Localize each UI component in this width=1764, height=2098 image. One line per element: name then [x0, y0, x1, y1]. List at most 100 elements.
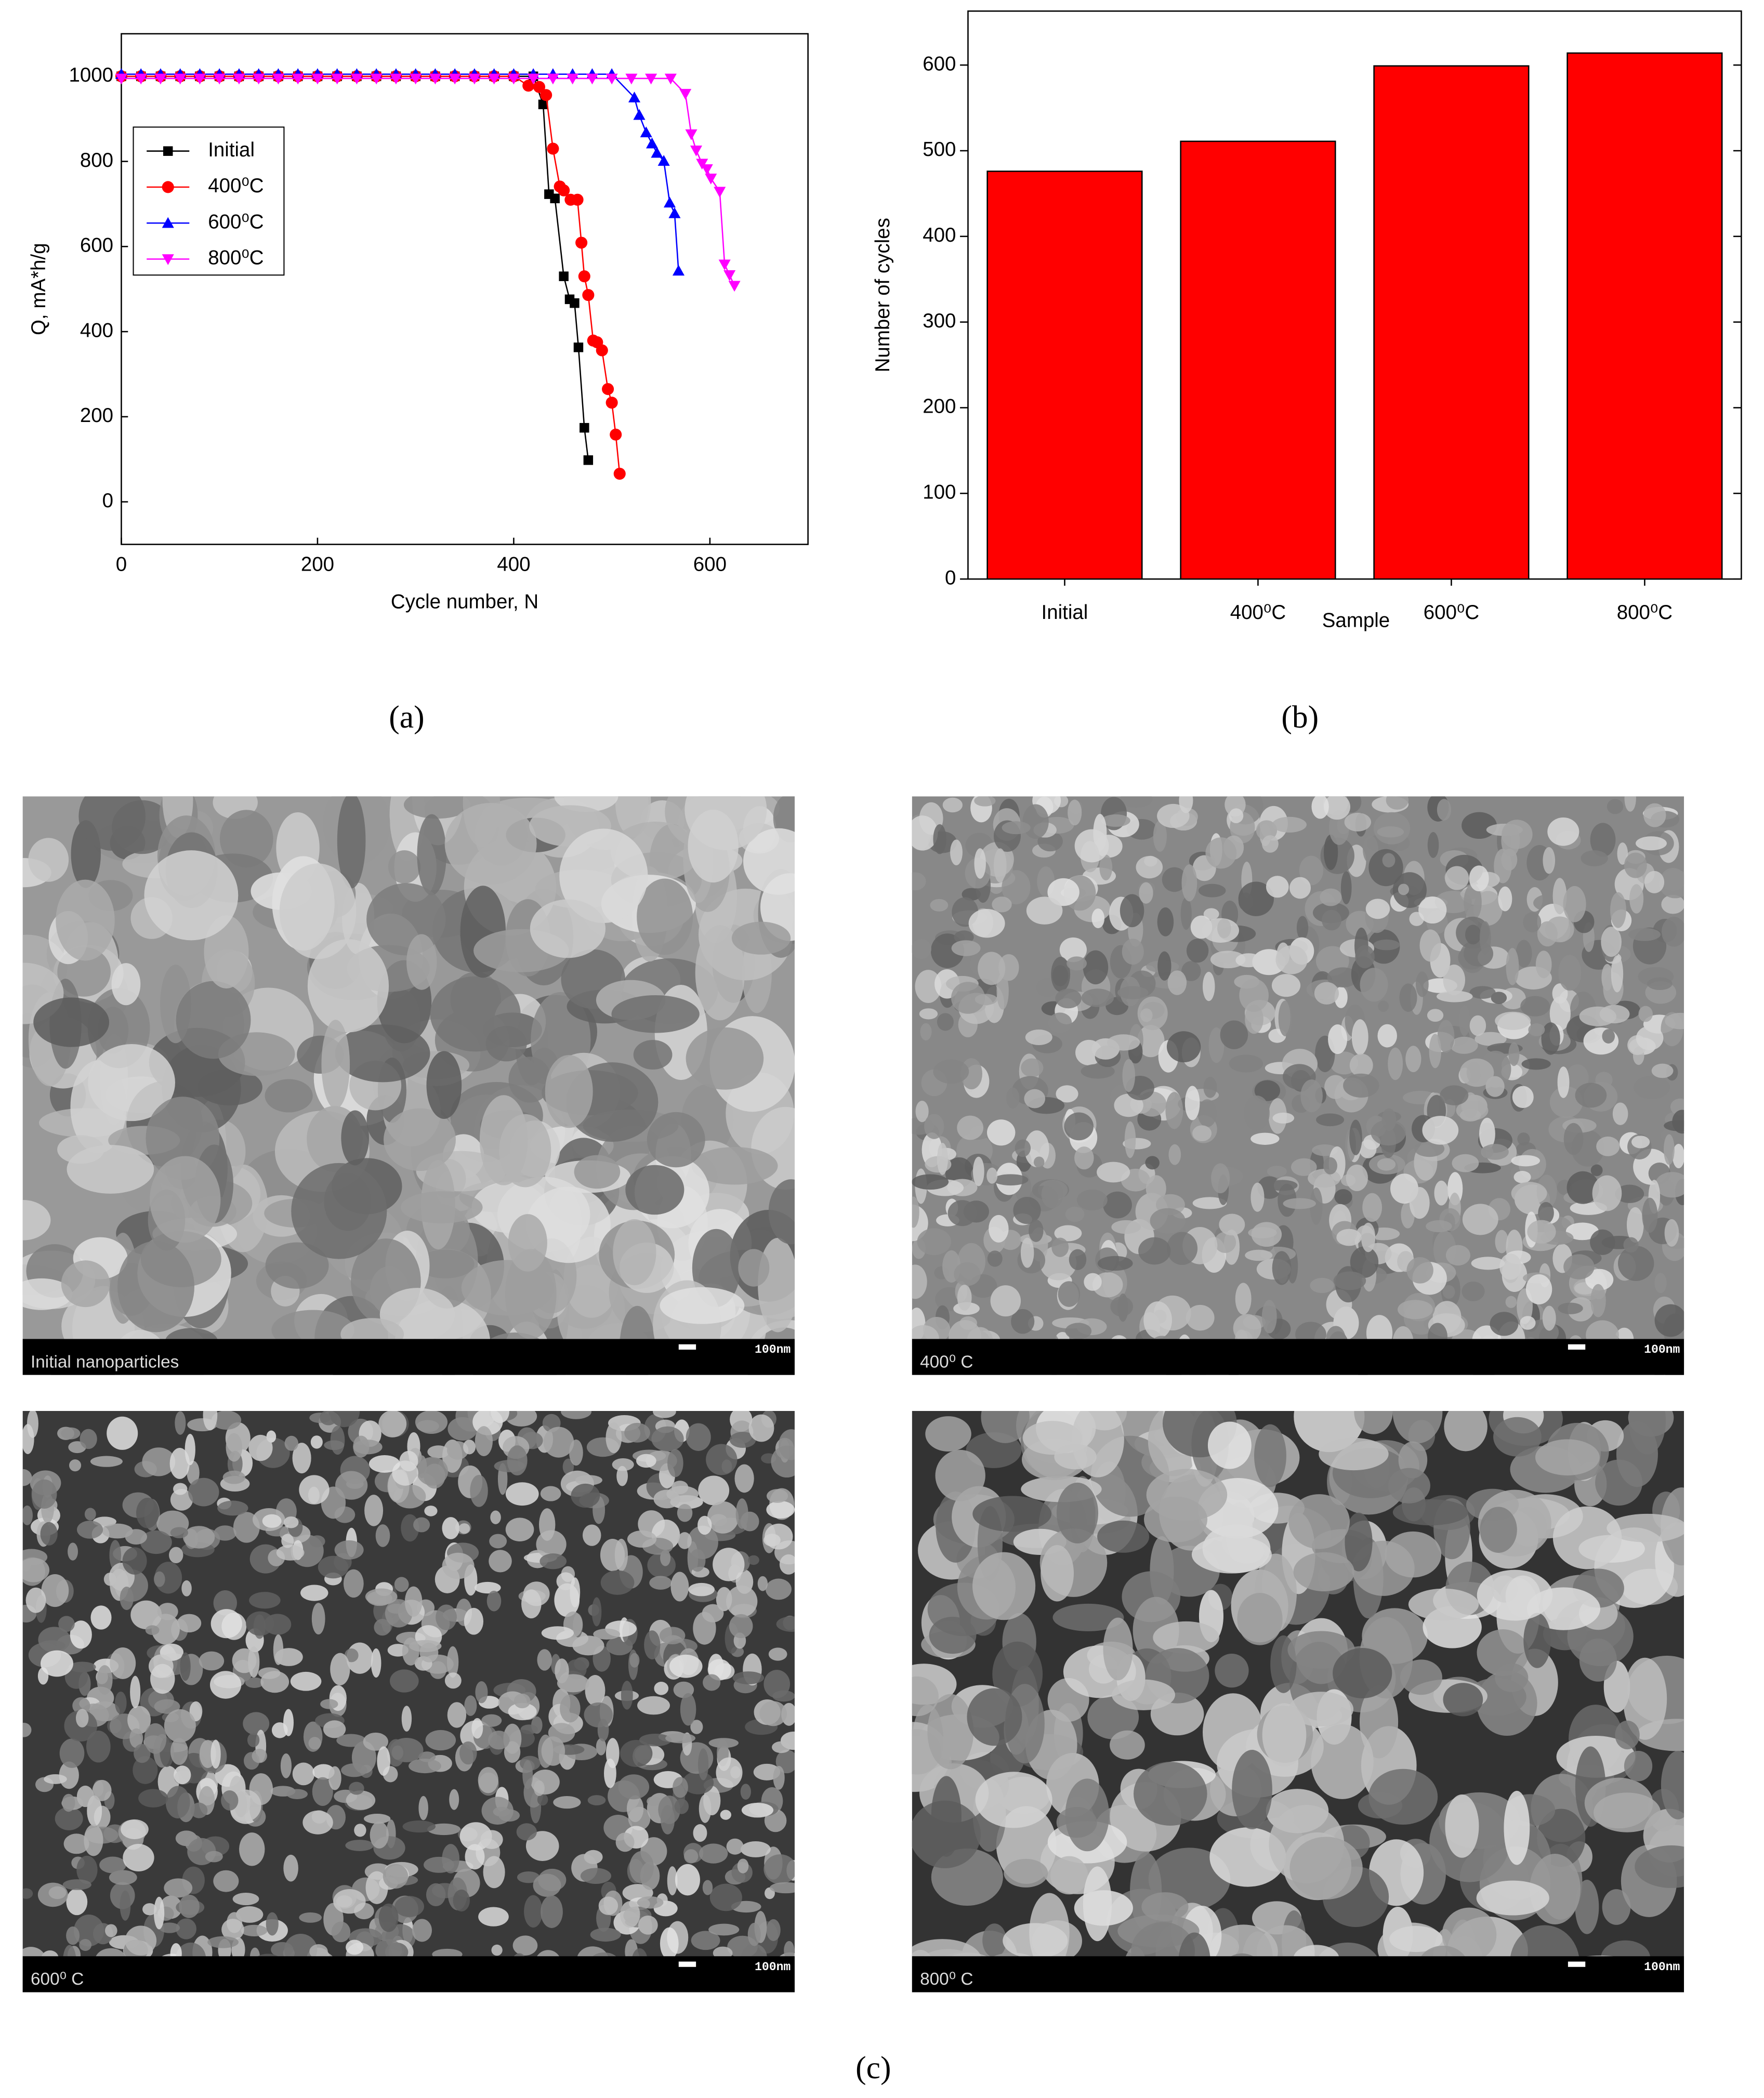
sem-particle: [1041, 1545, 1074, 1602]
sem-particle: [181, 1580, 192, 1596]
x-axis-label: Cycle number, N: [391, 591, 538, 613]
sem-particle: [123, 1844, 154, 1872]
sem-particle: [61, 1427, 81, 1440]
sem-particle: [660, 1927, 679, 1960]
sem-particle: [726, 1838, 744, 1855]
sem-particle: [545, 1054, 593, 1128]
sem-particle: [170, 1738, 188, 1765]
sem-particle: [933, 1059, 969, 1084]
x-tick-label: 800⁰C: [1617, 601, 1673, 624]
sem-particle: [1272, 1112, 1295, 1124]
sem-particle: [1198, 883, 1226, 898]
sem-particle: [311, 1603, 325, 1635]
sem-particle: [170, 1527, 189, 1538]
sem-particle: [1628, 928, 1661, 941]
marker: [292, 73, 304, 85]
sem-particle: [574, 1155, 621, 1189]
sem-particle: [72, 1697, 90, 1714]
sem-particle: [514, 1693, 531, 1709]
marker: [625, 73, 638, 85]
y-tick-label: 800: [80, 149, 113, 171]
sem-particle: [1054, 1444, 1097, 1470]
sem-particle: [1607, 799, 1624, 814]
sem-image: 600⁰ C 100nm: [22, 1411, 795, 1993]
sem-particle: [142, 1903, 157, 1916]
sem-particle: [1443, 1683, 1483, 1717]
sem-particle: [917, 1228, 952, 1256]
sem-particle: [1229, 1054, 1263, 1073]
sem-particle: [629, 1851, 654, 1884]
marker: [723, 270, 736, 281]
sem-particle: [522, 1760, 533, 1789]
sem-particle: [1476, 1880, 1549, 1916]
sem-particle: [1272, 1251, 1292, 1285]
sem-particle: [1661, 868, 1684, 891]
sem-particle: [539, 1508, 556, 1541]
sem-particle: [1029, 1219, 1044, 1242]
sem-particle: [176, 981, 251, 1059]
sem-particle: [1244, 1095, 1270, 1131]
sem-particle: [1271, 974, 1301, 997]
sem-particle: [1592, 1175, 1622, 1211]
sem-particle: [580, 1868, 612, 1884]
y-tick-label: 400: [80, 319, 113, 341]
sem-particle: [1612, 1102, 1628, 1125]
sem-particle: [1436, 991, 1473, 1002]
sem-particle: [626, 1795, 644, 1823]
sem-particle: [1124, 1121, 1136, 1158]
sem-particle: [688, 809, 739, 883]
sem-particle: [1517, 1132, 1530, 1146]
x-axis-label: Sample: [1322, 609, 1390, 631]
sem-particle: [232, 1892, 259, 1906]
sem-particle: [246, 1611, 274, 1636]
y-tick-label: 600: [80, 234, 113, 257]
sem-particle: [447, 1702, 467, 1728]
bar: [1566, 52, 1723, 580]
y-tick-label: 1000: [69, 64, 113, 86]
caption: (a): [389, 700, 424, 735]
sem-particle: [55, 1807, 83, 1830]
sem-particle: [80, 1429, 97, 1449]
sem-particle: [1111, 1220, 1141, 1234]
sem-particle: [561, 1411, 591, 1419]
sem-particle: [1462, 812, 1497, 839]
sem-particle: [1623, 1657, 1667, 1740]
sem-particle: [1157, 907, 1174, 936]
sem-particle: [1229, 808, 1244, 823]
sem-particle: [1373, 812, 1411, 845]
sem-particle: [318, 1555, 349, 1579]
sem-particle: [1506, 948, 1519, 985]
sem-particle: [1143, 1301, 1173, 1339]
sem-particle: [562, 1458, 574, 1475]
sem-particle: [1371, 1119, 1406, 1146]
sem-particle: [1665, 1012, 1684, 1030]
sem-particle: [349, 1782, 364, 1795]
sem-particle: [1067, 956, 1087, 971]
sem-particle: [585, 1674, 605, 1706]
sem-particle: [1165, 1092, 1183, 1129]
sem-particle: [459, 1741, 477, 1765]
sem-particle: [1647, 977, 1673, 991]
sem-particle: [1362, 1193, 1383, 1222]
sem-particle: [987, 1119, 1016, 1146]
sem-particle: [221, 1919, 244, 1941]
sem-particle: [1308, 1169, 1341, 1188]
sem-particle: [1610, 892, 1626, 928]
marker: [540, 89, 552, 101]
sem-particle: [1064, 1112, 1094, 1141]
sem-particle: [1137, 996, 1168, 1031]
plot-frame: [967, 10, 1742, 580]
sem-particle: [1141, 1892, 1189, 1921]
sem-particle: [508, 1057, 551, 1103]
sem-particle: [1289, 877, 1311, 899]
sem-particle: [1398, 883, 1410, 895]
sem-particle: [1672, 1143, 1684, 1169]
sem-particle: [1293, 1552, 1354, 1592]
sem-particle: [280, 1753, 292, 1778]
sem-particle: [241, 1924, 268, 1936]
sem-particle: [1157, 951, 1171, 981]
sem-particle: [84, 1824, 103, 1856]
sem-particle: [491, 1411, 509, 1423]
sem-particle: [1139, 882, 1153, 904]
sem-particle: [670, 1572, 689, 1602]
